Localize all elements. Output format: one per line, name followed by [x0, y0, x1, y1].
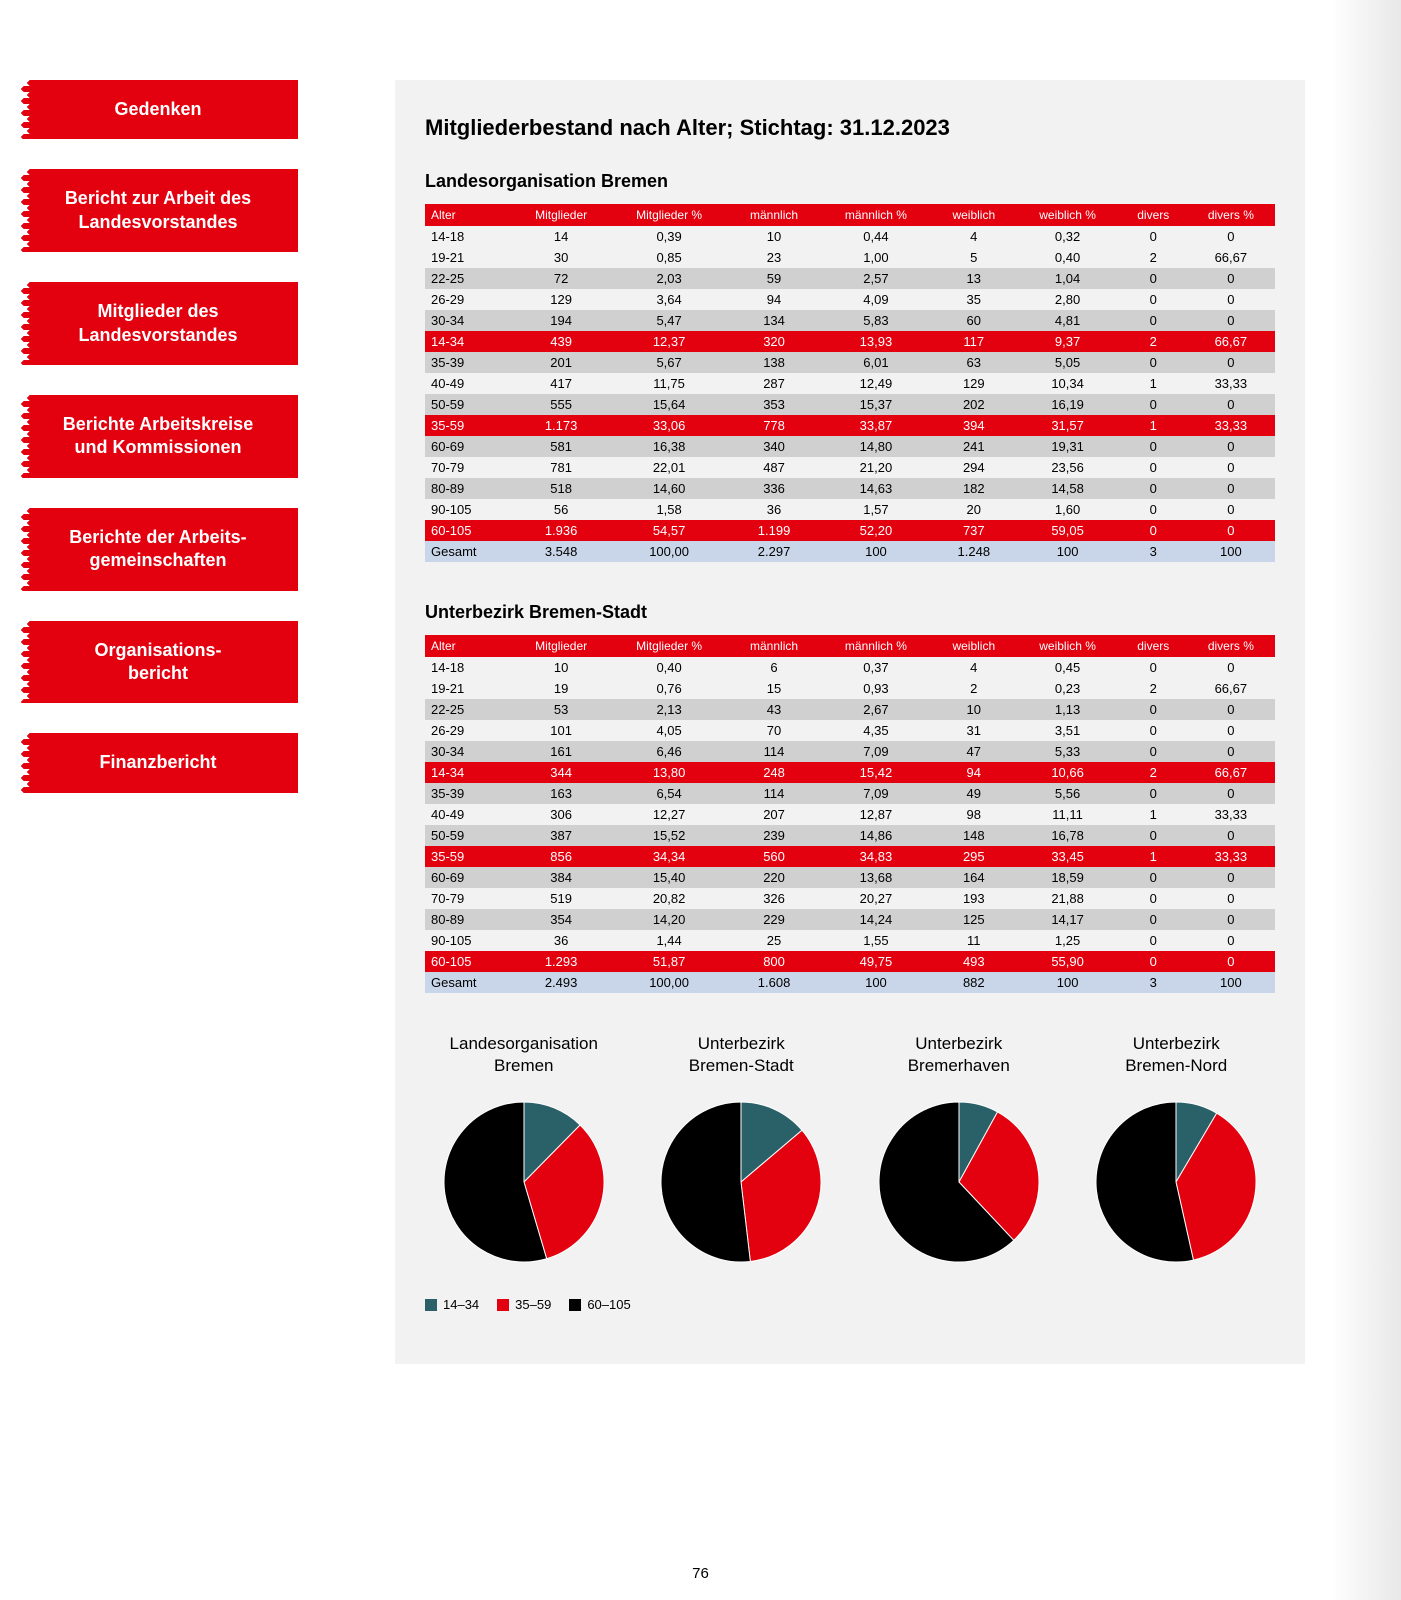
table-row: 14-3434413,8024815,429410,66266,67 [425, 762, 1275, 783]
col-header: Mitglieder % [610, 635, 729, 657]
table-row: 22-25532,13432,67101,1300 [425, 699, 1275, 720]
pie-icon [1091, 1097, 1261, 1267]
table-row: 35-391636,541147,09495,5600 [425, 783, 1275, 804]
col-header: Alter [425, 635, 512, 657]
chart-title: LandesorganisationBremen [425, 1033, 623, 1077]
table-row: 26-291014,05704,35313,5100 [425, 720, 1275, 741]
table-row: 22-25722,03592,57131,0400 [425, 268, 1275, 289]
sidebar-item-3[interactable]: Berichte Arbeitskreiseund Kommissionen [18, 395, 298, 478]
table-row: 19-21190,76150,9320,23266,67 [425, 678, 1275, 699]
table-row: 14-18100,4060,3740,4500 [425, 657, 1275, 678]
pie-chart-0: LandesorganisationBremen [425, 1033, 623, 1272]
table-row: 60-6938415,4022013,6816418,5900 [425, 867, 1275, 888]
table-row: 80-8951814,6033614,6318214,5800 [425, 478, 1275, 499]
sidebar-item-6[interactable]: Finanzbericht [18, 733, 298, 792]
legend-label: 60–105 [587, 1297, 630, 1312]
chart-title: UnterbezirkBremen-Nord [1078, 1033, 1276, 1077]
pie-chart-3: UnterbezirkBremen-Nord [1078, 1033, 1276, 1272]
table-row: 60-1051.29351,8780049,7549355,9000 [425, 951, 1275, 972]
table-row: 40-4941711,7528712,4912910,34133,33 [425, 373, 1275, 394]
col-header: weiblich % [1015, 204, 1119, 226]
table1-title: Landesorganisation Bremen [425, 171, 1275, 192]
table-row: 35-5985634,3456034,8329533,45133,33 [425, 846, 1275, 867]
col-header: Mitglieder [512, 635, 609, 657]
col-header: männlich [728, 204, 819, 226]
legend-item: 14–34 [425, 1297, 479, 1312]
table-row: 14-18140,39100,4440,3200 [425, 226, 1275, 247]
sidebar-item-0[interactable]: Gedenken [18, 80, 298, 139]
col-header: divers [1120, 635, 1187, 657]
sidebar-item-2[interactable]: Mitglieder desLandesvorstandes [18, 282, 298, 365]
col-header: männlich [728, 635, 819, 657]
legend-item: 35–59 [497, 1297, 551, 1312]
col-header: divers % [1187, 204, 1275, 226]
table-row: 35-392015,671386,01635,0500 [425, 352, 1275, 373]
charts-legend: 14–34 35–59 60–105 [425, 1297, 1275, 1314]
table2-title: Unterbezirk Bremen-Stadt [425, 602, 1275, 623]
table-row: 60-6958116,3834014,8024119,3100 [425, 436, 1275, 457]
table-row: 70-7951920,8232620,2719321,8800 [425, 888, 1275, 909]
table-row: 26-291293,64944,09352,8000 [425, 289, 1275, 310]
pie-icon [874, 1097, 1044, 1267]
sidebar-item-1[interactable]: Bericht zur Arbeit desLandesvorstandes [18, 169, 298, 252]
table-row: Gesamt3.548100,002.2971001.2481003100 [425, 541, 1275, 562]
legend-swatch [425, 1299, 437, 1311]
col-header: Mitglieder % [610, 204, 729, 226]
pie-chart-1: UnterbezirkBremen-Stadt [643, 1033, 841, 1272]
sidebar-item-5[interactable]: Organisations-bericht [18, 621, 298, 704]
chart-title: UnterbezirkBremerhaven [860, 1033, 1058, 1077]
table-row: 90-105361,44251,55111,2500 [425, 930, 1275, 951]
charts-row: LandesorganisationBremen UnterbezirkBreme… [425, 1033, 1275, 1272]
table-row: 80-8935414,2022914,2412514,1700 [425, 909, 1275, 930]
table-row: 50-5938715,5223914,8614816,7800 [425, 825, 1275, 846]
col-header: Alter [425, 204, 512, 226]
col-header: divers [1120, 204, 1187, 226]
legend-swatch [569, 1299, 581, 1311]
pie-chart-2: UnterbezirkBremerhaven [860, 1033, 1058, 1272]
table-row: 60-1051.93654,571.19952,2073759,0500 [425, 520, 1275, 541]
col-header: männlich % [820, 635, 933, 657]
pie-icon [656, 1097, 826, 1267]
legend-label: 14–34 [443, 1297, 479, 1312]
pie-icon [439, 1097, 609, 1267]
table-row: 35-591.17333,0677833,8739431,57133,33 [425, 415, 1275, 436]
chart-title: UnterbezirkBremen-Stadt [643, 1033, 841, 1077]
table-row: 70-7978122,0148721,2029423,5600 [425, 457, 1275, 478]
table2: AlterMitgliederMitglieder %männlichmännl… [425, 635, 1275, 993]
col-header: Mitglieder [512, 204, 609, 226]
table-row: 40-4930612,2720712,879811,11133,33 [425, 804, 1275, 825]
sidebar: Gedenken Bericht zur Arbeit desLandesvors… [18, 80, 298, 823]
page-title: Mitgliederbestand nach Alter; Stichtag: … [425, 115, 1275, 141]
table1: AlterMitgliederMitglieder %männlichmännl… [425, 204, 1275, 562]
col-header: männlich % [820, 204, 933, 226]
legend-item: 60–105 [569, 1297, 630, 1312]
page-number: 76 [692, 1565, 709, 1582]
table-row: 30-341616,461147,09475,3300 [425, 741, 1275, 762]
legend-label: 35–59 [515, 1297, 551, 1312]
table-row: 30-341945,471345,83604,8100 [425, 310, 1275, 331]
col-header: weiblich [932, 204, 1015, 226]
col-header: divers % [1187, 635, 1275, 657]
table-row: 19-21300,85231,0050,40266,67 [425, 247, 1275, 268]
col-header: weiblich % [1015, 635, 1119, 657]
table-row: 50-5955515,6435315,3720216,1900 [425, 394, 1275, 415]
sidebar-item-4[interactable]: Berichte der Arbeits-gemeinschaften [18, 508, 298, 591]
col-header: weiblich [932, 635, 1015, 657]
table-row: 90-105561,58361,57201,6000 [425, 499, 1275, 520]
main-content: Mitgliederbestand nach Alter; Stichtag: … [395, 80, 1305, 1364]
table-row: Gesamt2.493100,001.6081008821003100 [425, 972, 1275, 993]
table-row: 14-3443912,3732013,931179,37266,67 [425, 331, 1275, 352]
legend-swatch [497, 1299, 509, 1311]
